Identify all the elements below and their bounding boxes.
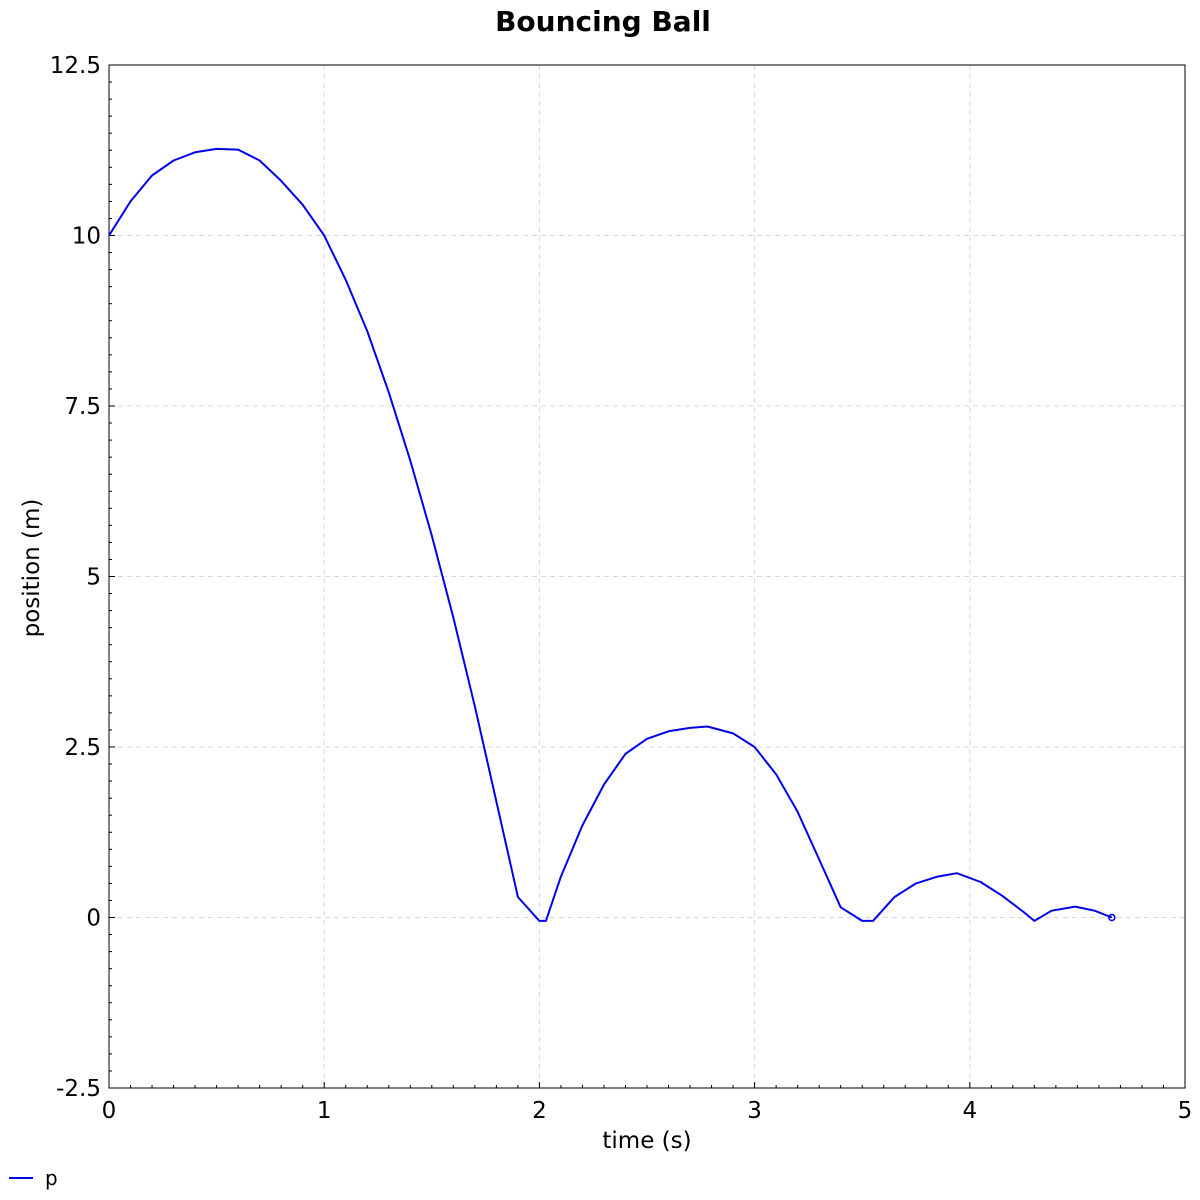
series-line-p (108, 147, 1113, 922)
x-tick-label: 3 (747, 1098, 762, 1124)
y-tick-label: 2.5 (64, 735, 101, 761)
series-layer (108, 147, 1116, 922)
x-tick-label: 0 (102, 1098, 117, 1124)
minor-ticks (108, 64, 1186, 1089)
y-tick-labels: -2.5 0 2.5 5 7.5 10 12.5 (50, 53, 101, 1102)
x-tick-label: 2 (532, 1098, 547, 1124)
legend-label-p: p (45, 1166, 58, 1190)
x-axis-label: time (s) (602, 1128, 691, 1154)
x-tick-label: 4 (962, 1098, 977, 1124)
y-tick-label: 7.5 (64, 394, 101, 420)
y-axis-label: position (m) (19, 499, 45, 638)
y-tick-label: 12.5 (50, 53, 101, 79)
plot-area-frame (108, 64, 1186, 1089)
chart-title: Bouncing Ball (495, 5, 711, 38)
x-tick-label: 1 (317, 1098, 332, 1124)
x-tick-labels: 0 1 2 3 4 5 (102, 1098, 1193, 1124)
y-tick-label: 10 (72, 224, 101, 250)
y-tick-label: 5 (86, 565, 101, 591)
grid (109, 65, 1185, 1088)
series-end-marker (1108, 913, 1116, 922)
y-tick-label: -2.5 (56, 1076, 101, 1102)
x-tick-label: 5 (1178, 1098, 1193, 1124)
legend: p (9, 1166, 58, 1190)
y-tick-label: 0 (86, 906, 101, 932)
